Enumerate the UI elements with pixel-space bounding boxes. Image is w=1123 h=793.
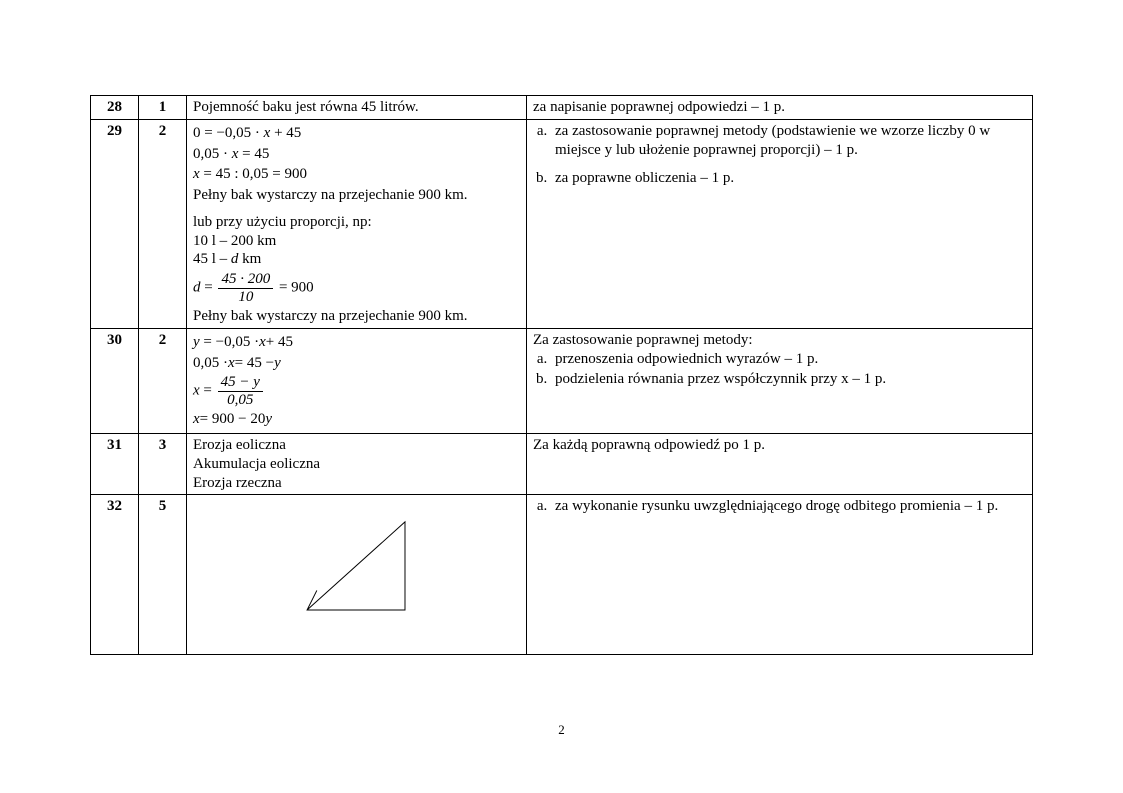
fraction-den: 0,05 (218, 392, 263, 409)
criteria-lead: Za zastosowanie poprawnej metody: (533, 331, 1026, 350)
eq-var: x (193, 383, 200, 399)
criteria-cell: Za zastosowanie poprawnej metody: przeno… (527, 328, 1033, 433)
eq-text: = −0,05 · (200, 334, 259, 350)
criteria-cell: Za każdą poprawną odpowiedź po 1 p. (527, 434, 1033, 495)
table-row: 28 1 Pojemność baku jest równa 45 litrów… (91, 96, 1033, 120)
fraction-num: 45 − y (218, 374, 263, 392)
reflection-diagram (302, 517, 412, 612)
eq-text: + 45 (274, 125, 301, 141)
solution-text: 45 l – (193, 251, 231, 267)
eq-var: x (259, 334, 266, 350)
eq-var: d (193, 279, 201, 295)
eq-var: y (265, 411, 272, 427)
solution-text: 10 l – 200 km (193, 232, 520, 251)
eq-text: 0,05 · (193, 146, 228, 162)
eq-text: = 45 : 0,05 = 900 (203, 166, 307, 182)
eq-var: y (193, 334, 200, 350)
eq-var: x (264, 125, 271, 141)
fraction-den: 10 (218, 289, 273, 306)
criteria-item: przenoszenia odpowiednich wyrazów – 1 p. (551, 350, 1026, 369)
page-number: 2 (0, 722, 1123, 738)
eq-text: = 900 − 20 (200, 411, 266, 427)
task-number: 31 (91, 434, 139, 495)
criteria-item: za poprawne obliczenia – 1 p. (551, 169, 1026, 188)
table-row: 31 3 Erozja eoliczna Akumulacja eoliczna… (91, 434, 1033, 495)
criteria-cell: za napisanie poprawnej odpowiedzi – 1 p. (527, 96, 1033, 120)
eq-var: x (193, 166, 200, 182)
solution-text: km (238, 251, 261, 267)
solution-cell: Erozja eoliczna Akumulacja eoliczna Eroz… (187, 434, 527, 495)
answer-key-table: 28 1 Pojemność baku jest równa 45 litrów… (90, 95, 1033, 655)
table-row: 30 2 y = −0,05 ·x+ 45 0,05 ·x= 45 −y x =… (91, 328, 1033, 433)
eq-text: = 900 (275, 279, 313, 295)
fraction-num: 45 · 200 (218, 271, 273, 289)
solution-cell: Pojemność baku jest równa 45 litrów. (187, 96, 527, 120)
eq-text: = (201, 279, 217, 295)
eq-text: 0,05 · (193, 355, 228, 371)
criteria-list: za wykonanie rysunku uwzględniającego dr… (533, 497, 1026, 516)
task-points: 5 (139, 495, 187, 655)
eq-text: = (200, 383, 216, 399)
eq-var: y (274, 355, 281, 371)
criteria-list: za zastosowanie poprawnej metody (podsta… (533, 122, 1026, 160)
document-page: 28 1 Pojemność baku jest równa 45 litrów… (0, 0, 1123, 793)
solution-cell: 0 = −0,05 · x + 45 0,05 · x = 45 x = 45 … (187, 119, 527, 328)
task-number: 30 (91, 328, 139, 433)
eq-var: x (232, 146, 239, 162)
eq-text: 0 = −0,05 · (193, 125, 260, 141)
criteria-cell: za zastosowanie poprawnej metody (podsta… (527, 119, 1033, 328)
table-row: 32 5 za wykonanie rysunku uwzględniające… (91, 495, 1033, 655)
solution-text: Erozja rzeczna (193, 474, 520, 493)
solution-text: Pełny bak wystarczy na przejechanie 900 … (193, 307, 520, 326)
solution-text: lub przy użyciu proporcji, np: (193, 213, 520, 232)
criteria-item: za wykonanie rysunku uwzględniającego dr… (551, 497, 1026, 516)
task-points: 3 (139, 434, 187, 495)
task-number: 28 (91, 96, 139, 120)
fraction: 45 − y0,05 (218, 374, 263, 408)
eq-var: x (228, 355, 235, 371)
criteria-list: za poprawne obliczenia – 1 p. (533, 169, 1026, 188)
table-row: 29 2 0 = −0,05 · x + 45 0,05 · x = 45 x (91, 119, 1033, 328)
criteria-item: podzielenia równania przez współczynnik … (551, 370, 1026, 389)
criteria-item: za zastosowanie poprawnej metody (podsta… (551, 122, 1026, 160)
task-points: 1 (139, 96, 187, 120)
solution-cell (187, 495, 527, 655)
solution-text: Akumulacja eoliczna (193, 455, 520, 474)
eq-text: = 45 (242, 146, 269, 162)
criteria-list: przenoszenia odpowiednich wyrazów – 1 p.… (533, 350, 1026, 390)
task-points: 2 (139, 119, 187, 328)
eq-text: + 45 (266, 334, 293, 350)
task-number: 32 (91, 495, 139, 655)
solution-text: Pełny bak wystarczy na przejechanie 900 … (193, 186, 520, 205)
solution-cell: y = −0,05 ·x+ 45 0,05 ·x= 45 −y x = 45 −… (187, 328, 527, 433)
eq-text: = 45 − (235, 355, 274, 371)
task-number: 29 (91, 119, 139, 328)
solution-text: Erozja eoliczna (193, 436, 520, 455)
criteria-cell: za wykonanie rysunku uwzględniającego dr… (527, 495, 1033, 655)
eq-var: x (193, 411, 200, 427)
task-points: 2 (139, 328, 187, 433)
fraction: 45 · 20010 (218, 271, 273, 305)
